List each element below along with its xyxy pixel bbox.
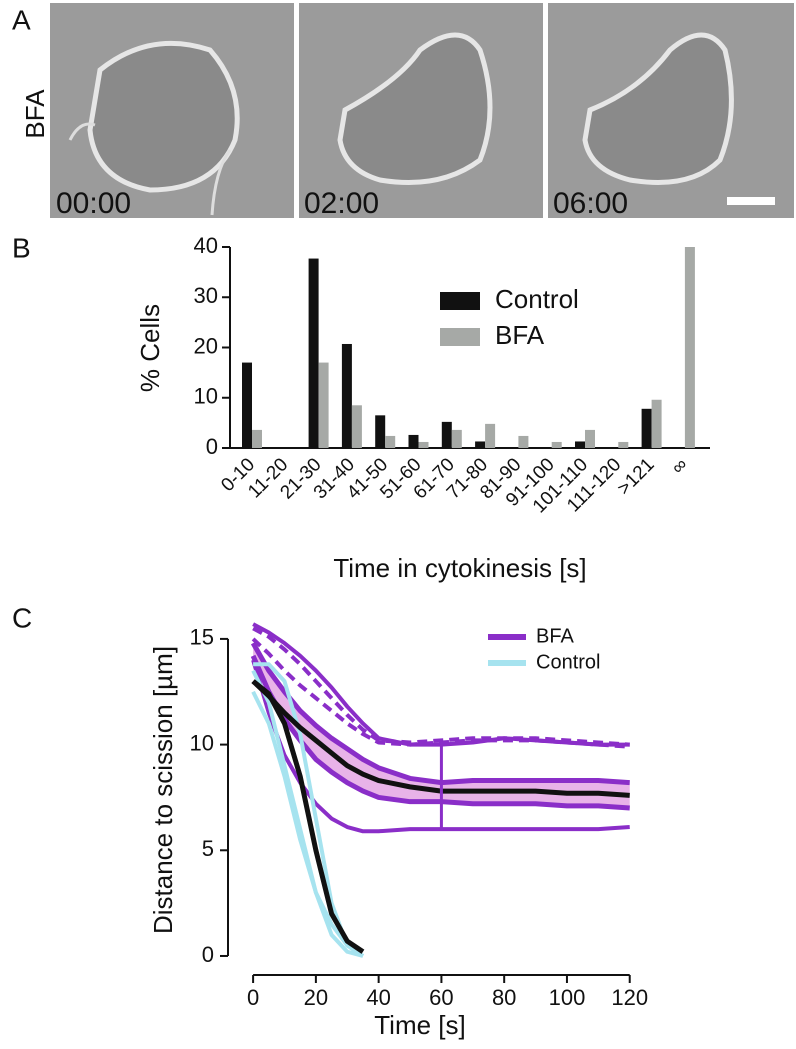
legend-label: Control [536,651,600,673]
legend-label: Control [495,284,579,314]
bar [551,441,562,448]
band-edge [250,641,630,786]
legend-swatch [440,292,480,310]
bar [651,399,662,448]
bar [318,362,329,448]
bar [618,441,629,448]
x-tick-label: 60 [429,985,453,1010]
x-tick-label: 0 [247,985,259,1010]
line [251,690,365,958]
line [251,679,365,954]
x-axis-label: Time in cytokinesis [s] [333,553,586,583]
y-tick-label: 0 [206,434,218,459]
timestamp: 02:00 [304,187,379,220]
timestamp: 06:00 [553,187,628,220]
x-tick-label: 40 [366,985,390,1010]
line [251,679,630,798]
bar [451,429,462,448]
bar [485,423,496,448]
x-tick-label: 100 [549,985,586,1010]
bar [252,429,262,448]
bar [585,429,595,448]
y-tick-label: 10 [190,730,214,755]
bar [441,421,452,448]
y-tick-label: 30 [194,283,218,308]
bar [684,247,695,448]
bar [475,441,486,448]
bar [408,434,419,448]
x-tick-label: 20 [304,985,328,1010]
y-tick-label: 5 [202,836,214,861]
micrograph [299,3,543,218]
bar [341,343,352,448]
legend-label: BFA [536,625,574,647]
bar [242,362,252,448]
bar [375,415,386,448]
bar [518,435,529,448]
legend-swatch [440,328,480,346]
panel-label: C [12,602,32,633]
y-tick-label: 10 [194,384,218,409]
y-axis-label: % Cells [135,304,165,392]
y-tick-label: 15 [190,625,214,650]
x-tick-label: >121 [614,454,659,499]
panel-label: A [12,4,31,35]
timestamp: 00:00 [56,187,131,220]
bar [641,408,652,448]
y-tick-label: 0 [202,942,214,967]
x-tick-label: ∞ [668,454,692,478]
bar [385,435,396,448]
micrograph [50,3,294,218]
y-axis-label: Distance to scission [µm] [148,646,178,934]
bar [575,441,585,448]
x-tick-label: 80 [492,985,516,1010]
x-tick-label: 120 [611,985,648,1010]
panel-label: B [12,232,31,263]
bar [351,405,362,448]
micrograph [548,3,794,218]
bar [418,441,429,448]
line [251,637,630,749]
line [251,659,630,834]
x-axis-label: Time [s] [374,1010,465,1040]
y-tick-label: 20 [194,333,218,358]
bar [308,258,319,448]
legend-label: BFA [495,320,545,350]
band-edge [250,654,630,811]
condition-label: BFA [20,89,50,139]
y-tick-label: 40 [194,233,218,258]
